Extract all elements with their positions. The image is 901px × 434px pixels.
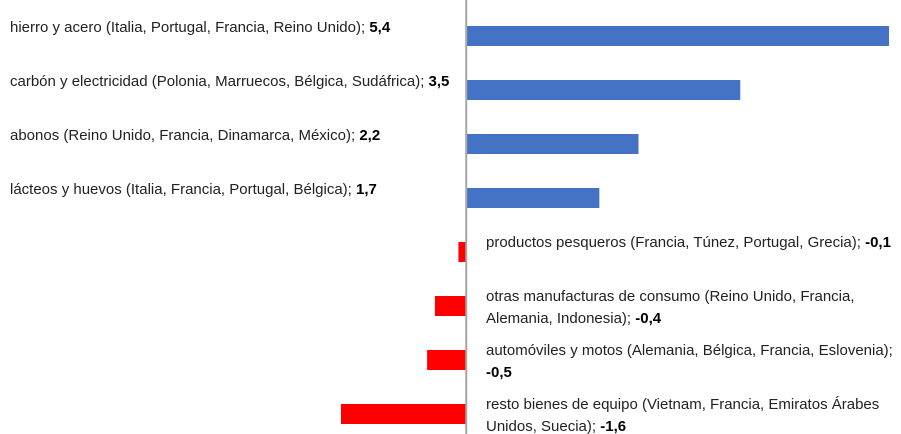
value-label: -0,5 [486, 364, 512, 381]
bar [466, 26, 889, 46]
bar [466, 134, 639, 154]
value-label: 1,7 [356, 181, 377, 198]
bar-label: abonos (Reino Unido, Francia, Dinamarca,… [10, 125, 450, 147]
category-label: lácteos y huevos (Italia, Francia, Portu… [10, 181, 352, 198]
bar [427, 350, 467, 370]
bar-label: lácteos y huevos (Italia, Francia, Portu… [10, 179, 450, 201]
category-label: resto bienes de equipo (Vietnam, Francia… [486, 396, 880, 434]
bar-label: otras manufacturas de consumo (Reino Uni… [486, 286, 898, 330]
value-label: -1,6 [600, 418, 627, 434]
category-label: abonos (Reino Unido, Francia, Dinamarca,… [10, 127, 356, 144]
category-label: carbón y electricidad (Polonia, Marrueco… [10, 73, 425, 90]
value-label: -0,1 [865, 234, 891, 251]
value-label: 3,5 [428, 73, 450, 90]
bar-label: resto bienes de equipo (Vietnam, Francia… [486, 394, 898, 434]
category-label: otras manufacturas de consumo (Reino Uni… [486, 288, 855, 327]
value-label: 5,4 [369, 19, 391, 36]
category-label: productos pesqueros (Francia, Túnez, Por… [486, 234, 861, 251]
value-label: -0,4 [635, 310, 662, 327]
category-label: automóviles y motos (Alemania, Bélgica, … [486, 342, 893, 359]
bar-label: carbón y electricidad (Polonia, Marrueco… [10, 71, 450, 93]
bar [434, 296, 467, 316]
bar [341, 404, 467, 424]
bar-label: automóviles y motos (Alemania, Bélgica, … [486, 340, 898, 384]
bar [458, 242, 467, 262]
bar-label: hierro y acero (Italia, Portugal, Franci… [10, 17, 450, 39]
category-label: hierro y acero (Italia, Portugal, Franci… [10, 19, 366, 36]
value-label: 2,2 [359, 127, 381, 144]
bar [466, 188, 600, 208]
bar-label: productos pesqueros (Francia, Túnez, Por… [486, 232, 898, 254]
bar [466, 80, 741, 100]
